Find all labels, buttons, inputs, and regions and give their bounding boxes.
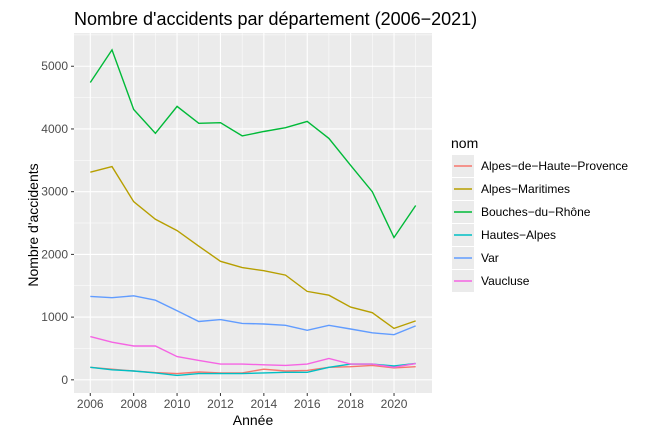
x-tick-label: 2012 <box>207 397 234 411</box>
legend-label: Alpes−Maritimes <box>481 182 570 196</box>
x-tick-label: 2018 <box>337 397 364 411</box>
x-tick-label: 2014 <box>250 397 277 411</box>
y-tick-label: 2000 <box>41 247 68 261</box>
series-line <box>90 335 416 369</box>
legend-label: Bouches−du−Rhône <box>481 205 591 219</box>
legend-label: Var <box>481 251 499 265</box>
x-axis-title: Année <box>233 412 274 428</box>
legend-label: Hautes−Alpes <box>481 228 556 242</box>
legend-label: Vaucluse <box>481 274 530 288</box>
y-tick-label: 5000 <box>41 59 68 73</box>
legend: nom Alpes−de−Haute−Provence Alpes−Maritim… <box>451 135 628 292</box>
grid-major <box>74 33 432 393</box>
chart-title: Nombre d'accidents par département (2006… <box>74 9 477 29</box>
y-tick-label: 4000 <box>41 122 68 136</box>
series-line <box>90 165 416 330</box>
x-tick-label: 2006 <box>77 397 104 411</box>
legend-label: Alpes−de−Haute−Provence <box>481 159 628 173</box>
y-axis: 0 1000 2000 3000 4000 5000 <box>41 59 74 387</box>
x-axis: 2006 2008 2010 2012 2014 2016 2018 2020 <box>77 393 408 411</box>
x-tick-label: 2008 <box>120 397 147 411</box>
y-tick-label: 3000 <box>41 185 68 199</box>
series-line <box>90 295 416 336</box>
x-tick-label: 2020 <box>381 397 408 411</box>
legend-title: nom <box>451 135 478 151</box>
y-axis-title: Nombre d'accidents <box>25 163 41 286</box>
x-tick-label: 2016 <box>294 397 321 411</box>
series-line <box>89 48 417 239</box>
plot-panel <box>74 33 432 393</box>
legend-items: Alpes−de−Haute−Provence Alpes−Maritimes Bo… <box>452 155 628 292</box>
y-tick-label: 0 <box>61 373 68 387</box>
series-lines <box>89 48 417 377</box>
x-tick-label: 2010 <box>164 397 191 411</box>
y-tick-label: 1000 <box>41 310 68 324</box>
